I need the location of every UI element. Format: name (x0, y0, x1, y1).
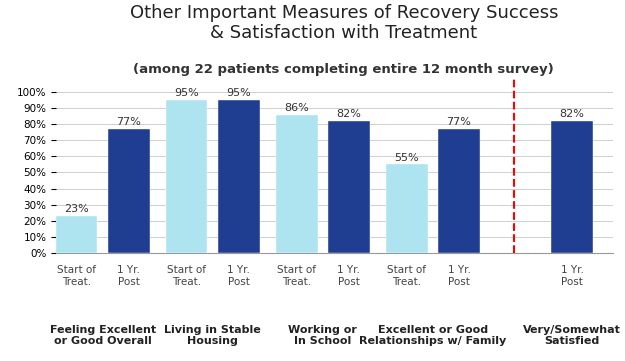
Text: Very/Somewhat
Satisfied: Very/Somewhat Satisfied (523, 325, 621, 347)
Text: Other Important Measures of Recovery Success
& Satisfaction with Treatment: Other Important Measures of Recovery Suc… (129, 4, 558, 42)
Text: (among 22 patients completing entire 12 month survey): (among 22 patients completing entire 12 … (133, 63, 554, 76)
Text: 86%: 86% (284, 103, 309, 113)
Text: Start of
Treat.: Start of Treat. (167, 265, 206, 287)
Text: Excellent or Good
Relationships w/ Family: Excellent or Good Relationships w/ Famil… (359, 325, 506, 347)
Text: 55%: 55% (394, 153, 419, 162)
Text: 1 Yr.
Post: 1 Yr. Post (561, 265, 583, 287)
Bar (276, 115, 318, 253)
Bar (438, 129, 480, 253)
Text: 1 Yr.
Post: 1 Yr. Post (338, 265, 360, 287)
Bar (551, 121, 592, 253)
Text: Feeling Excellent
or Good Overall: Feeling Excellent or Good Overall (49, 325, 156, 347)
Text: 77%: 77% (116, 117, 141, 127)
Text: 1 Yr.
Post: 1 Yr. Post (448, 265, 471, 287)
Text: 1 Yr.
Post: 1 Yr. Post (228, 265, 250, 287)
Text: 95%: 95% (174, 88, 199, 98)
Text: 82%: 82% (336, 109, 361, 119)
Text: 1 Yr.
Post: 1 Yr. Post (118, 265, 140, 287)
Text: 95%: 95% (226, 88, 251, 98)
Bar (386, 165, 428, 253)
Text: 82%: 82% (559, 109, 584, 119)
Text: 23%: 23% (64, 204, 89, 214)
Text: 77%: 77% (446, 117, 471, 127)
Bar (218, 100, 259, 253)
Text: Living in Stable
Housing: Living in Stable Housing (164, 325, 261, 347)
Text: Start of
Treat.: Start of Treat. (57, 265, 96, 287)
Bar (328, 121, 370, 253)
Bar (166, 100, 208, 253)
Text: Start of
Treat.: Start of Treat. (388, 265, 426, 287)
Bar (108, 129, 149, 253)
Text: Working or
In School: Working or In School (288, 325, 357, 347)
Text: Start of
Treat.: Start of Treat. (278, 265, 316, 287)
Bar (56, 216, 98, 253)
